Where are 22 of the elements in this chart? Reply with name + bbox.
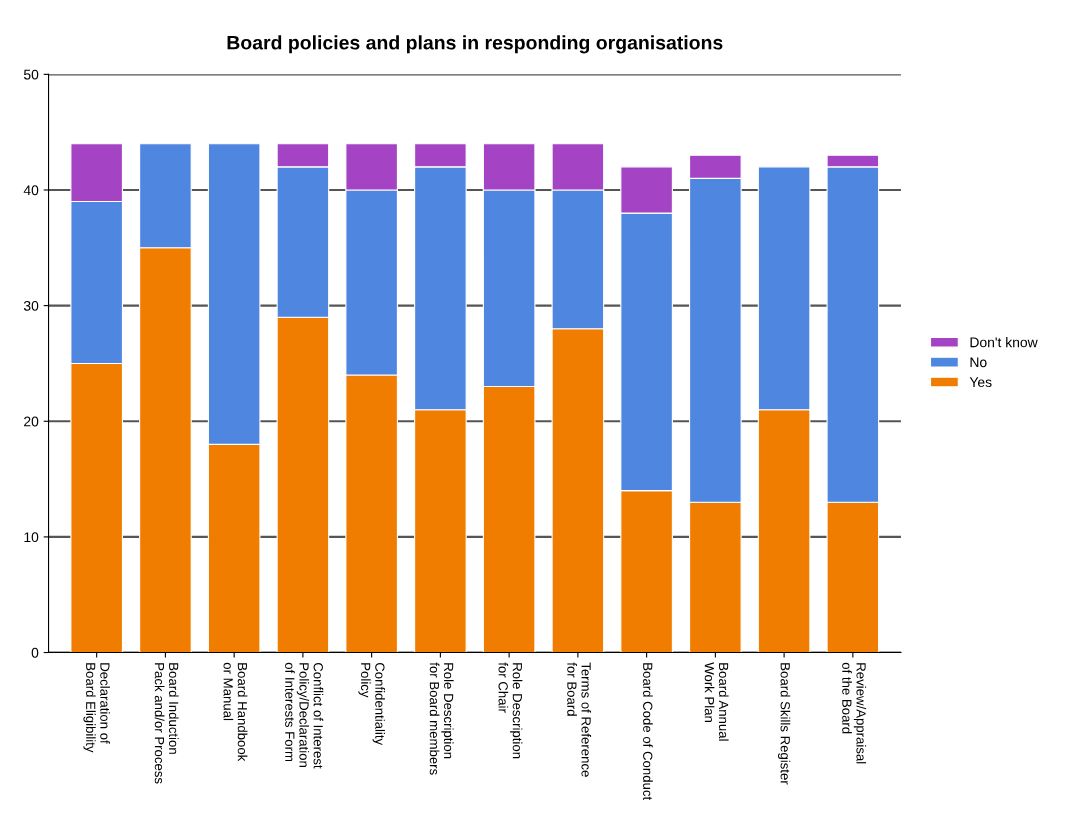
x-tick-label: Role Description for Board members	[429, 662, 454, 775]
x-tick-label: Board Handbook or Manual	[223, 662, 248, 762]
x-tick-label: Board Induction Pack and/or Process	[154, 663, 179, 784]
y-tick-label: 40	[23, 185, 39, 196]
x-tick-label: Declaration of Board Eligibility	[83, 663, 110, 753]
x-tick-label: Board Code of Conduct	[643, 663, 653, 801]
x-tick-label: Role Description for Chair	[498, 662, 523, 759]
y-tick-label: 10	[24, 532, 39, 543]
legend-label: Yes	[969, 377, 992, 388]
x-tick-label: Confidentiality Policy	[358, 662, 385, 746]
legend-label: Don't know	[970, 337, 1038, 348]
x-tick-label: Terms of Reference for Board	[567, 662, 592, 777]
x-tick-label: Board Annual Work Plan	[704, 662, 729, 741]
y-tick-label: 0	[31, 647, 39, 658]
legend-label: No	[970, 357, 987, 368]
x-tick-label: Conflict of Interest Policy/Declaration of Interests Form	[285, 662, 324, 769]
x-tick-label: Review/Appraisal of the Board	[842, 662, 867, 764]
y-tick-label: 50	[23, 69, 39, 80]
x-tick-label: Board Skills Register	[777, 663, 791, 785]
chart-title: Board policies and plans in responding organisations	[227, 35, 723, 54]
y-tick-label: 30	[23, 300, 39, 311]
y-tick-label: 20	[24, 416, 39, 427]
